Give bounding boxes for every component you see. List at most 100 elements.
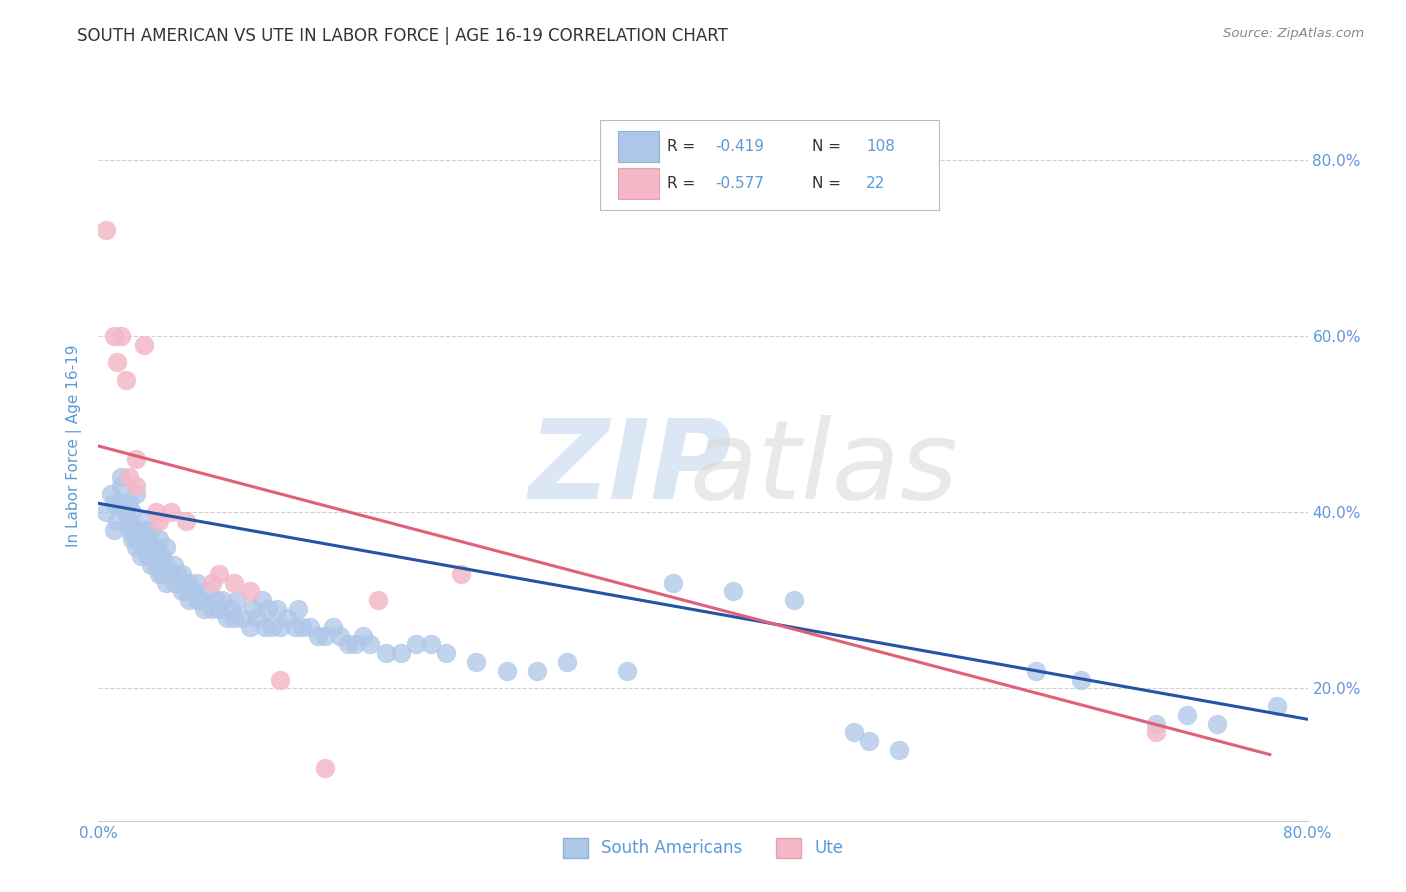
Text: 108: 108 — [866, 139, 896, 154]
Point — [103, 523, 125, 537]
Point — [141, 541, 163, 555]
Point — [434, 646, 457, 660]
Point — [858, 734, 880, 748]
Point — [242, 602, 264, 616]
Point — [145, 541, 167, 555]
Point — [239, 584, 262, 599]
Point — [262, 620, 284, 634]
Legend: South Americans, Ute: South Americans, Ute — [557, 831, 849, 864]
Point — [205, 593, 228, 607]
Point — [110, 470, 132, 484]
Text: -0.577: -0.577 — [716, 176, 763, 191]
Point — [314, 761, 336, 775]
Point — [322, 620, 344, 634]
Y-axis label: In Labor Force | Age 16-19: In Labor Force | Age 16-19 — [66, 344, 83, 548]
Point — [266, 602, 288, 616]
Point — [110, 328, 132, 343]
Text: ZIP: ZIP — [529, 415, 733, 522]
Point — [179, 575, 201, 590]
Point — [121, 532, 143, 546]
Point — [208, 602, 231, 616]
Point — [125, 478, 148, 492]
Point — [155, 575, 177, 590]
Text: R =: R = — [666, 176, 700, 191]
Text: 22: 22 — [866, 176, 886, 191]
Point — [148, 532, 170, 546]
Point — [145, 558, 167, 572]
Point — [336, 637, 359, 651]
Point — [141, 523, 163, 537]
Point — [284, 620, 307, 634]
Point — [179, 593, 201, 607]
Point — [94, 223, 117, 237]
Point — [125, 452, 148, 467]
Point — [291, 620, 314, 634]
Point — [783, 593, 806, 607]
Point — [314, 628, 336, 642]
Point — [186, 575, 208, 590]
Point — [150, 566, 173, 581]
Point — [307, 628, 329, 642]
Point — [105, 355, 128, 369]
Point — [224, 611, 246, 625]
Point — [360, 637, 382, 651]
Point — [420, 637, 443, 651]
Point — [132, 337, 155, 351]
Point — [201, 575, 224, 590]
Point — [125, 487, 148, 501]
Text: R =: R = — [666, 139, 700, 154]
Point — [329, 628, 352, 642]
Point — [661, 575, 683, 590]
Point — [208, 566, 231, 581]
Point — [465, 655, 488, 669]
Point — [121, 505, 143, 519]
Text: atlas: atlas — [689, 415, 959, 522]
Point — [110, 496, 132, 510]
Point — [352, 628, 374, 642]
Point — [114, 505, 136, 519]
Point — [160, 505, 183, 519]
FancyBboxPatch shape — [600, 120, 939, 210]
Point — [181, 584, 204, 599]
Point — [166, 566, 188, 581]
Point — [1175, 707, 1198, 722]
Point — [129, 532, 152, 546]
Point — [103, 328, 125, 343]
Point — [118, 496, 141, 510]
Point — [211, 593, 233, 607]
Point — [389, 646, 412, 660]
Point — [889, 743, 911, 757]
Point — [132, 541, 155, 555]
Point — [148, 549, 170, 564]
Point — [148, 514, 170, 528]
Point — [201, 602, 224, 616]
Point — [495, 664, 517, 678]
Point — [616, 664, 638, 678]
Point — [125, 532, 148, 546]
Point — [145, 505, 167, 519]
Text: Source: ZipAtlas.com: Source: ZipAtlas.com — [1223, 27, 1364, 40]
Point — [269, 673, 291, 687]
Point — [135, 532, 157, 546]
Point — [1024, 664, 1046, 678]
Point — [105, 514, 128, 528]
Point — [129, 549, 152, 564]
Point — [276, 611, 298, 625]
Point — [224, 575, 246, 590]
Point — [195, 584, 218, 599]
Point — [253, 620, 276, 634]
Point — [150, 549, 173, 564]
Point — [155, 541, 177, 555]
Point — [231, 611, 253, 625]
Point — [555, 655, 578, 669]
Point — [1144, 716, 1167, 731]
Point — [155, 558, 177, 572]
Point — [118, 470, 141, 484]
Point — [141, 558, 163, 572]
FancyBboxPatch shape — [619, 130, 659, 162]
Point — [190, 593, 212, 607]
Point — [269, 620, 291, 634]
Point — [125, 541, 148, 555]
Point — [118, 514, 141, 528]
Point — [174, 514, 197, 528]
